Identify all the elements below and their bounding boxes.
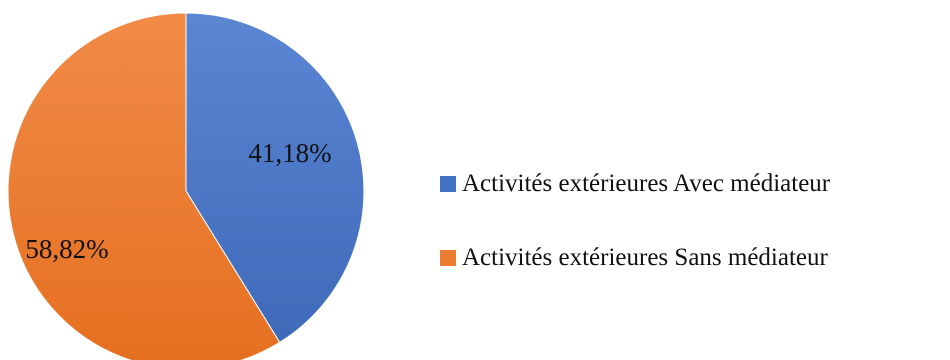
pie-slice-avec-mediateur: [185, 12, 365, 344]
legend-swatch-sans-mediateur: [440, 250, 456, 266]
pie-slice-sans-mediateur: [7, 12, 281, 360]
legend-label-avec-mediateur: Activités extérieures Avec médiateur: [462, 170, 831, 197]
pie-slices: [7, 12, 365, 360]
legend: Activités extérieures Avec médiateur Act…: [440, 170, 830, 318]
data-label-avec-mediateur: 41,18%: [248, 138, 331, 168]
legend-label-sans-mediateur: Activités extérieures Sans médiateur: [462, 244, 828, 271]
pie-data-labels: 41,18% 58,82%: [25, 138, 331, 264]
data-label-sans-mediateur: 58,82%: [25, 234, 108, 264]
legend-item-avec-mediateur: Activités extérieures Avec médiateur: [440, 170, 830, 198]
legend-swatch-avec-mediateur: [440, 176, 456, 192]
legend-item-sans-mediateur: Activités extérieures Sans médiateur: [440, 244, 830, 272]
